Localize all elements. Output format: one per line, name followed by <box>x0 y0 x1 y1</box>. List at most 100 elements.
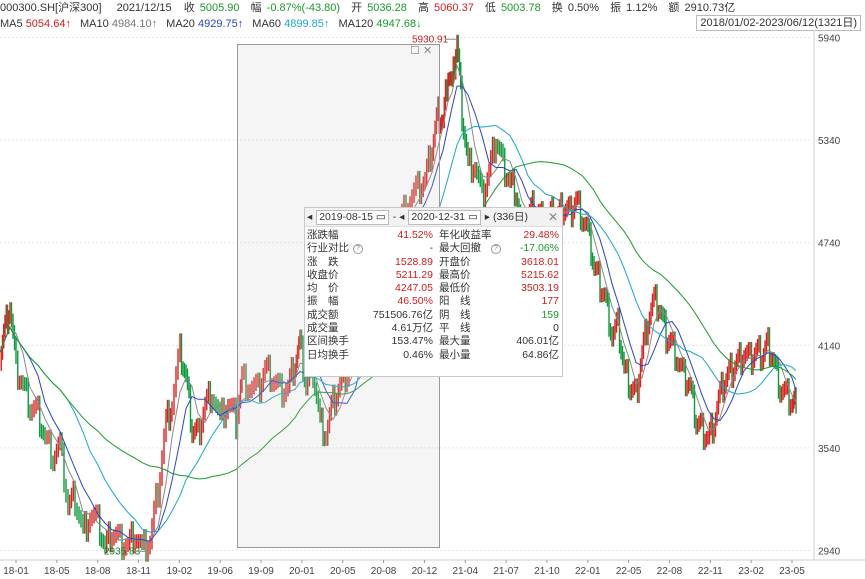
stat-label: 成交量 <box>307 322 339 335</box>
ma10-label: MA10 <box>80 18 109 30</box>
ma20-label: MA20 <box>166 18 195 30</box>
quote-date: 2021/12/15 <box>116 2 172 14</box>
amplitude-value: 1.12% <box>626 2 658 14</box>
y-axis: 5940 5340 4740 4140 3540 2940 <box>818 34 841 558</box>
close-icon[interactable]: ✕ <box>547 210 558 224</box>
stat-row: 区间换手 153.47% 最大量 406.01亿 <box>307 335 560 348</box>
low-price-label: 2935.83 <box>104 546 141 557</box>
y-tick-label: 2940 <box>818 546 841 557</box>
high-label: 高 <box>417 2 429 14</box>
stat-label: 日均换手 <box>307 348 349 361</box>
ma60-value: 4899.85↑ <box>284 18 330 30</box>
change-label: 幅 <box>250 2 262 14</box>
amplitude-label: 振 <box>610 2 622 14</box>
stat-value: 751506.76亿 <box>372 308 433 321</box>
selection-controls: ☐ ✕ <box>410 44 432 57</box>
help-icon[interactable]: ? <box>491 244 501 255</box>
stat-label: 阴 线 <box>439 308 471 321</box>
close-selection-icon[interactable]: ✕ <box>422 45 433 57</box>
x-tick-label: 23-05 <box>779 566 805 577</box>
x-tick-label: 18-05 <box>44 566 70 577</box>
stat-row: 行业对比? - 最大回撤? -17.06% <box>307 242 560 255</box>
calendar-icon[interactable]: ▭ <box>375 211 386 223</box>
ma10-value: 4984.10↑ <box>111 18 158 30</box>
date-range-button[interactable]: 2018/01/02-2023/06/12(1321日) <box>696 15 861 31</box>
stat-label: 平 线 <box>439 322 471 335</box>
x-tick-label: 19-02 <box>167 566 193 577</box>
y-tick-label: 5340 <box>818 136 841 147</box>
stat-value: - <box>429 242 434 255</box>
stat-value: 5215.62 <box>521 268 559 281</box>
stat-label: 涨 跌 <box>307 255 339 268</box>
x-tick-label: 23-02 <box>738 566 764 577</box>
stat-value: -17.06% <box>519 242 559 255</box>
turnover-label: 换 <box>551 2 563 14</box>
ma120-label: MA120 <box>338 18 374 30</box>
stat-label: 均 价 <box>307 282 339 295</box>
x-tick-label: 22-01 <box>575 566 601 577</box>
y-tick-label: 3540 <box>818 444 841 455</box>
stat-label: 年化收益率 <box>439 229 492 241</box>
stat-row: 均 价 4247.05 最低价 3503.19 <box>307 282 560 295</box>
stat-row: 成交量 4.61万亿平 线 0 <box>307 322 560 335</box>
stat-row: 收盘价 5211.29 最高价 5215.62 <box>307 269 560 282</box>
stat-row: 日均换手 0.46% 最小量 64.86亿 <box>307 349 560 362</box>
stat-row: 成交额 751506.76亿阴 线 159 <box>307 309 560 322</box>
maximize-icon[interactable]: ☐ <box>410 45 420 57</box>
ma-legend: MA5 5054.64↑ MA10 4984.10↑ MA20 4929.75↑… <box>0 17 422 32</box>
turnover-value: 0.50% <box>567 2 600 14</box>
stat-label: 收盘价 <box>307 268 339 281</box>
ma5-value: 5054.64↑ <box>25 18 71 30</box>
open-value: 5036.28 <box>367 2 407 14</box>
x-tick-label: 21-10 <box>534 566 560 577</box>
prev-icon[interactable]: ◂ <box>307 211 313 223</box>
stat-value: 159 <box>541 308 559 321</box>
stat-label: 最低价 <box>439 282 471 295</box>
x-tick-label: 20-08 <box>371 566 397 577</box>
x-tick-label: 18-08 <box>85 566 111 577</box>
y-tick-label: 4140 <box>818 341 841 352</box>
low-label: 低 <box>484 2 496 14</box>
stat-label: 成交额 <box>307 308 339 321</box>
stat-label: 最大量 <box>439 335 471 348</box>
x-axis: 18-01 18-05 18-08 18-11 19-02 19-06 19-09 20-01… <box>3 560 805 577</box>
symbol-label[interactable]: 000300.SH[沪深300] <box>0 2 102 14</box>
calendar-icon[interactable]: ▭ <box>467 211 478 223</box>
stat-row: 振 幅 46.50% 阳 线 177 <box>307 295 560 308</box>
stat-label: 涨跌幅 <box>307 229 339 241</box>
ma-line-ma20 <box>0 85 797 542</box>
stat-value: 46.50% <box>397 295 433 308</box>
stat-value: 177 <box>541 295 559 308</box>
open-label: 开 <box>351 2 363 14</box>
x-tick-label: 20-12 <box>412 566 438 577</box>
extreme-labels: 5930.91 2935.83 <box>104 34 457 557</box>
ma-line-ma10 <box>0 63 797 543</box>
x-tick-label: 18-11 <box>126 566 151 577</box>
help-icon[interactable]: ? <box>353 244 363 255</box>
stat-row: 涨 跌 1528.89 开盘价 3618.01 <box>307 256 560 269</box>
stat-value: 0 <box>553 322 559 335</box>
x-tick-label: 19-06 <box>207 566 233 577</box>
stat-value: 3618.01 <box>521 255 559 268</box>
stat-label: 阳 线 <box>439 295 471 308</box>
end-date-field[interactable]: 2020-12-31 ▭ <box>408 210 481 225</box>
stat-value: 41.52% <box>397 229 433 241</box>
high-price-label: 5930.91 <box>412 34 449 45</box>
stat-value: 153.47% <box>391 335 433 348</box>
high-value: 5060.37 <box>434 2 474 14</box>
change-value: -0.87%(-43.80) <box>266 2 341 14</box>
stat-value: 64.86亿 <box>522 348 559 361</box>
stat-row: 涨跌幅 41.52% 年化收益率 29.48% <box>307 229 560 242</box>
range-stats-toolbar: ◂ 2019-08-15 ▭ - ◂ 2020-12-31 ▭ ▸ (336日)… <box>305 208 562 227</box>
x-tick-label: 18-01 <box>3 566 29 577</box>
x-tick-label: 22-08 <box>657 566 683 577</box>
amount-label: 额 <box>668 2 680 14</box>
range-dash: - <box>392 211 397 223</box>
stat-value: 0.46% <box>403 348 433 361</box>
stat-label: 振 幅 <box>307 295 339 308</box>
stat-value: 3503.19 <box>521 282 559 295</box>
amount-value: 2910.73亿 <box>684 2 736 14</box>
next-icon[interactable]: ▸ <box>484 211 491 223</box>
end-prev-icon[interactable]: ◂ <box>399 211 405 223</box>
start-date-field[interactable]: 2019-08-15 ▭ <box>316 210 389 225</box>
